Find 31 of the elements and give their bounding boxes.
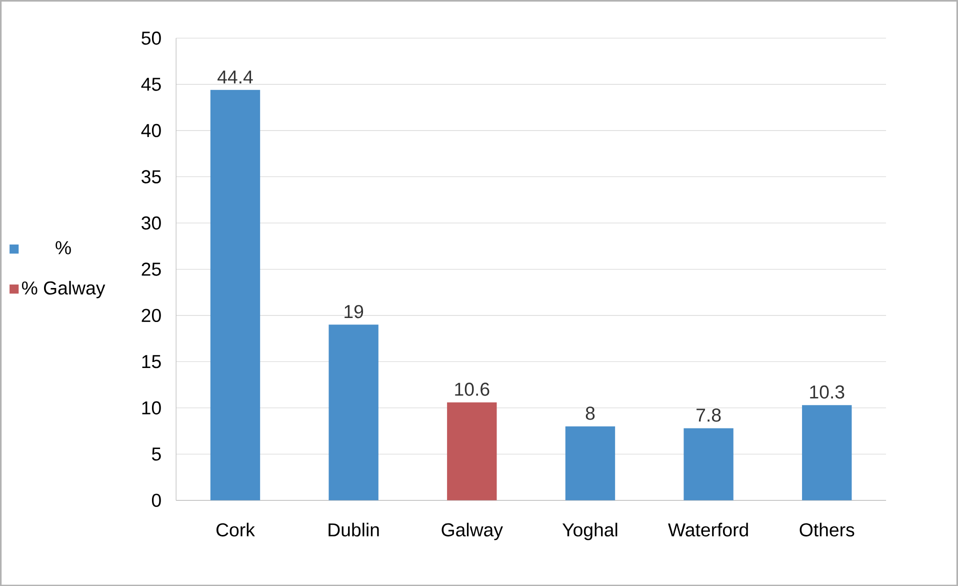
y-tick-label: 50 [142, 31, 161, 45]
data-label: 7.8 [696, 408, 721, 422]
y-tick-label: 40 [141, 124, 161, 137]
x-tick-label: Cork [216, 522, 255, 536]
legend-label: % Galway [22, 280, 106, 298]
y-tick-label: 25 [142, 262, 161, 276]
bar [684, 428, 734, 500]
data-label: 44.4 [218, 70, 253, 84]
bar [802, 404, 852, 500]
legend-label: % [56, 241, 71, 254]
x-tick-label: Yoghal [562, 522, 618, 540]
x-tick-label: Dublin [328, 522, 379, 536]
x-tick-label: Galway [442, 522, 503, 540]
y-tick-label: 35 [142, 170, 161, 184]
data-label: 19 [344, 304, 364, 318]
y-tick-label: 10 [142, 401, 161, 414]
y-tick-label: 0 [152, 494, 161, 507]
y-tick-label: 15 [142, 354, 161, 368]
data-label: 8 [586, 406, 595, 420]
y-tick-label: 30 [142, 216, 161, 230]
data-label: 10.6 [455, 382, 490, 396]
bar [565, 426, 616, 500]
y-tick-label: 45 [141, 78, 161, 91]
bar [210, 90, 260, 500]
bar [447, 402, 497, 500]
x-tick-label: Others [800, 522, 854, 536]
x-tick-label: Waterford [668, 522, 748, 536]
y-tick-label: 20 [142, 308, 161, 322]
bar [328, 324, 378, 500]
data-label: 10.3 [810, 385, 844, 398]
y-tick-label: 5 [152, 447, 161, 460]
